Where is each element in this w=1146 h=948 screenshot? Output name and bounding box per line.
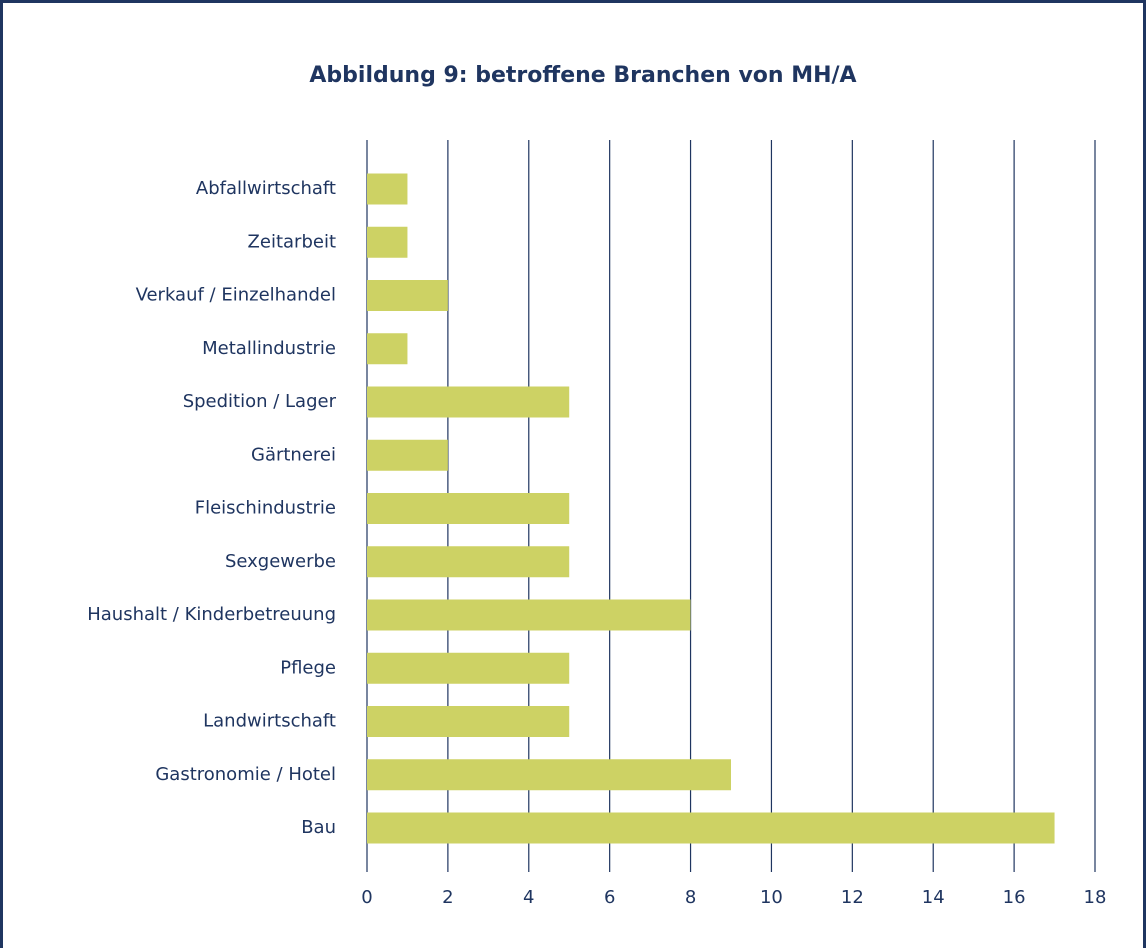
y-tick-label: Gärtnerei <box>251 444 336 465</box>
x-tick-label: 8 <box>685 887 696 908</box>
x-tick-label: 14 <box>922 887 945 908</box>
x-tick-label: 2 <box>442 887 453 908</box>
y-tick-label: Abfallwirtschaft <box>196 178 336 199</box>
bar <box>367 759 731 791</box>
y-tick-label: Pflege <box>280 657 336 678</box>
bar <box>367 173 408 205</box>
x-tick-label: 0 <box>361 887 372 908</box>
x-tick-label: 12 <box>841 887 864 908</box>
y-tick-label: Sexgewerbe <box>225 551 336 572</box>
bar <box>367 812 1055 844</box>
y-tick-label: Metallindustrie <box>202 338 336 359</box>
y-tick-label: Landwirtschaft <box>203 711 336 732</box>
x-tick-label: 6 <box>604 887 615 908</box>
y-tick-label: Haushalt / Kinderbetreuung <box>87 604 336 625</box>
bar <box>367 493 570 524</box>
bar <box>367 333 408 365</box>
bar <box>367 280 448 311</box>
y-tick-label: Gastronomie / Hotel <box>155 764 336 785</box>
chart-title: Abbildung 9: betroffene Branchen von MH/… <box>309 63 856 88</box>
bar <box>367 546 570 578</box>
bar <box>367 226 408 258</box>
y-tick-label: Bau <box>301 817 336 838</box>
y-tick-label: Spedition / Lager <box>183 391 337 412</box>
y-tick-label: Zeitarbeit <box>248 231 336 252</box>
bar <box>367 599 691 631</box>
bar <box>367 439 448 471</box>
y-tick-label: Verkauf / Einzelhandel <box>136 285 336 306</box>
x-tick-label: 16 <box>1003 887 1026 908</box>
y-tick-label: Fleischindustrie <box>195 498 336 519</box>
bar <box>367 706 570 737</box>
bar <box>367 386 570 418</box>
x-tick-label: 4 <box>523 887 534 908</box>
x-tick-label: 18 <box>1084 887 1107 908</box>
bar <box>367 652 570 684</box>
x-tick-label: 10 <box>760 887 783 908</box>
